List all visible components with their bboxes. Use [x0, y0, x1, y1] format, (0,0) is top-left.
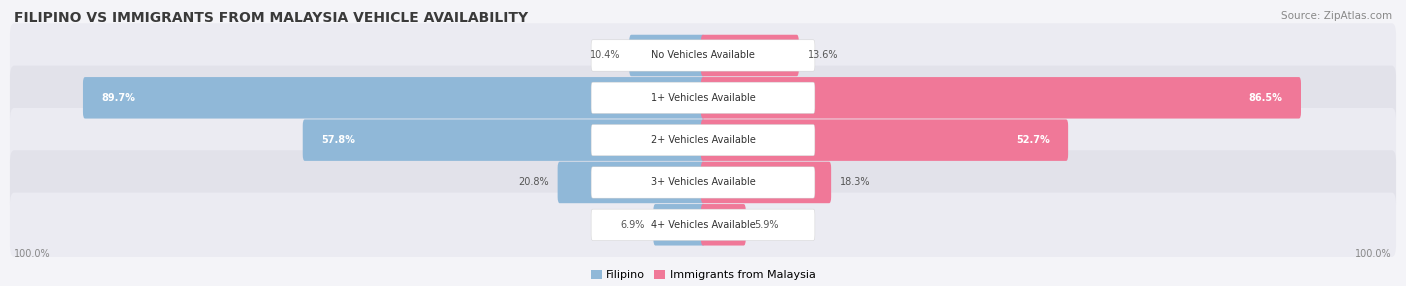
FancyBboxPatch shape [10, 108, 1396, 172]
FancyBboxPatch shape [10, 23, 1396, 88]
FancyBboxPatch shape [591, 40, 815, 71]
FancyBboxPatch shape [558, 162, 704, 203]
FancyBboxPatch shape [630, 35, 704, 76]
Text: No Vehicles Available: No Vehicles Available [651, 51, 755, 60]
Text: 100.0%: 100.0% [14, 249, 51, 259]
FancyBboxPatch shape [702, 204, 745, 246]
Text: 6.9%: 6.9% [620, 220, 644, 230]
Text: Source: ZipAtlas.com: Source: ZipAtlas.com [1281, 11, 1392, 21]
FancyBboxPatch shape [10, 150, 1396, 214]
Text: 86.5%: 86.5% [1249, 93, 1282, 103]
FancyBboxPatch shape [702, 162, 831, 203]
Text: 57.8%: 57.8% [322, 135, 356, 145]
FancyBboxPatch shape [591, 167, 815, 198]
FancyBboxPatch shape [591, 124, 815, 156]
Text: FILIPINO VS IMMIGRANTS FROM MALAYSIA VEHICLE AVAILABILITY: FILIPINO VS IMMIGRANTS FROM MALAYSIA VEH… [14, 11, 529, 25]
FancyBboxPatch shape [10, 193, 1396, 257]
Text: 52.7%: 52.7% [1015, 135, 1049, 145]
FancyBboxPatch shape [702, 119, 1069, 161]
FancyBboxPatch shape [83, 77, 704, 119]
FancyBboxPatch shape [10, 66, 1396, 130]
Text: 10.4%: 10.4% [591, 51, 620, 60]
Text: 13.6%: 13.6% [807, 51, 838, 60]
FancyBboxPatch shape [591, 82, 815, 114]
FancyBboxPatch shape [702, 35, 799, 76]
FancyBboxPatch shape [302, 119, 704, 161]
Text: 20.8%: 20.8% [517, 178, 548, 187]
Legend: Filipino, Immigrants from Malaysia: Filipino, Immigrants from Malaysia [591, 270, 815, 281]
Text: 5.9%: 5.9% [755, 220, 779, 230]
Text: 100.0%: 100.0% [1355, 249, 1392, 259]
FancyBboxPatch shape [591, 209, 815, 241]
Text: 3+ Vehicles Available: 3+ Vehicles Available [651, 178, 755, 187]
Text: 18.3%: 18.3% [841, 178, 870, 187]
FancyBboxPatch shape [654, 204, 704, 246]
Text: 1+ Vehicles Available: 1+ Vehicles Available [651, 93, 755, 103]
Text: 2+ Vehicles Available: 2+ Vehicles Available [651, 135, 755, 145]
Text: 4+ Vehicles Available: 4+ Vehicles Available [651, 220, 755, 230]
Text: 89.7%: 89.7% [101, 93, 135, 103]
FancyBboxPatch shape [702, 77, 1301, 119]
